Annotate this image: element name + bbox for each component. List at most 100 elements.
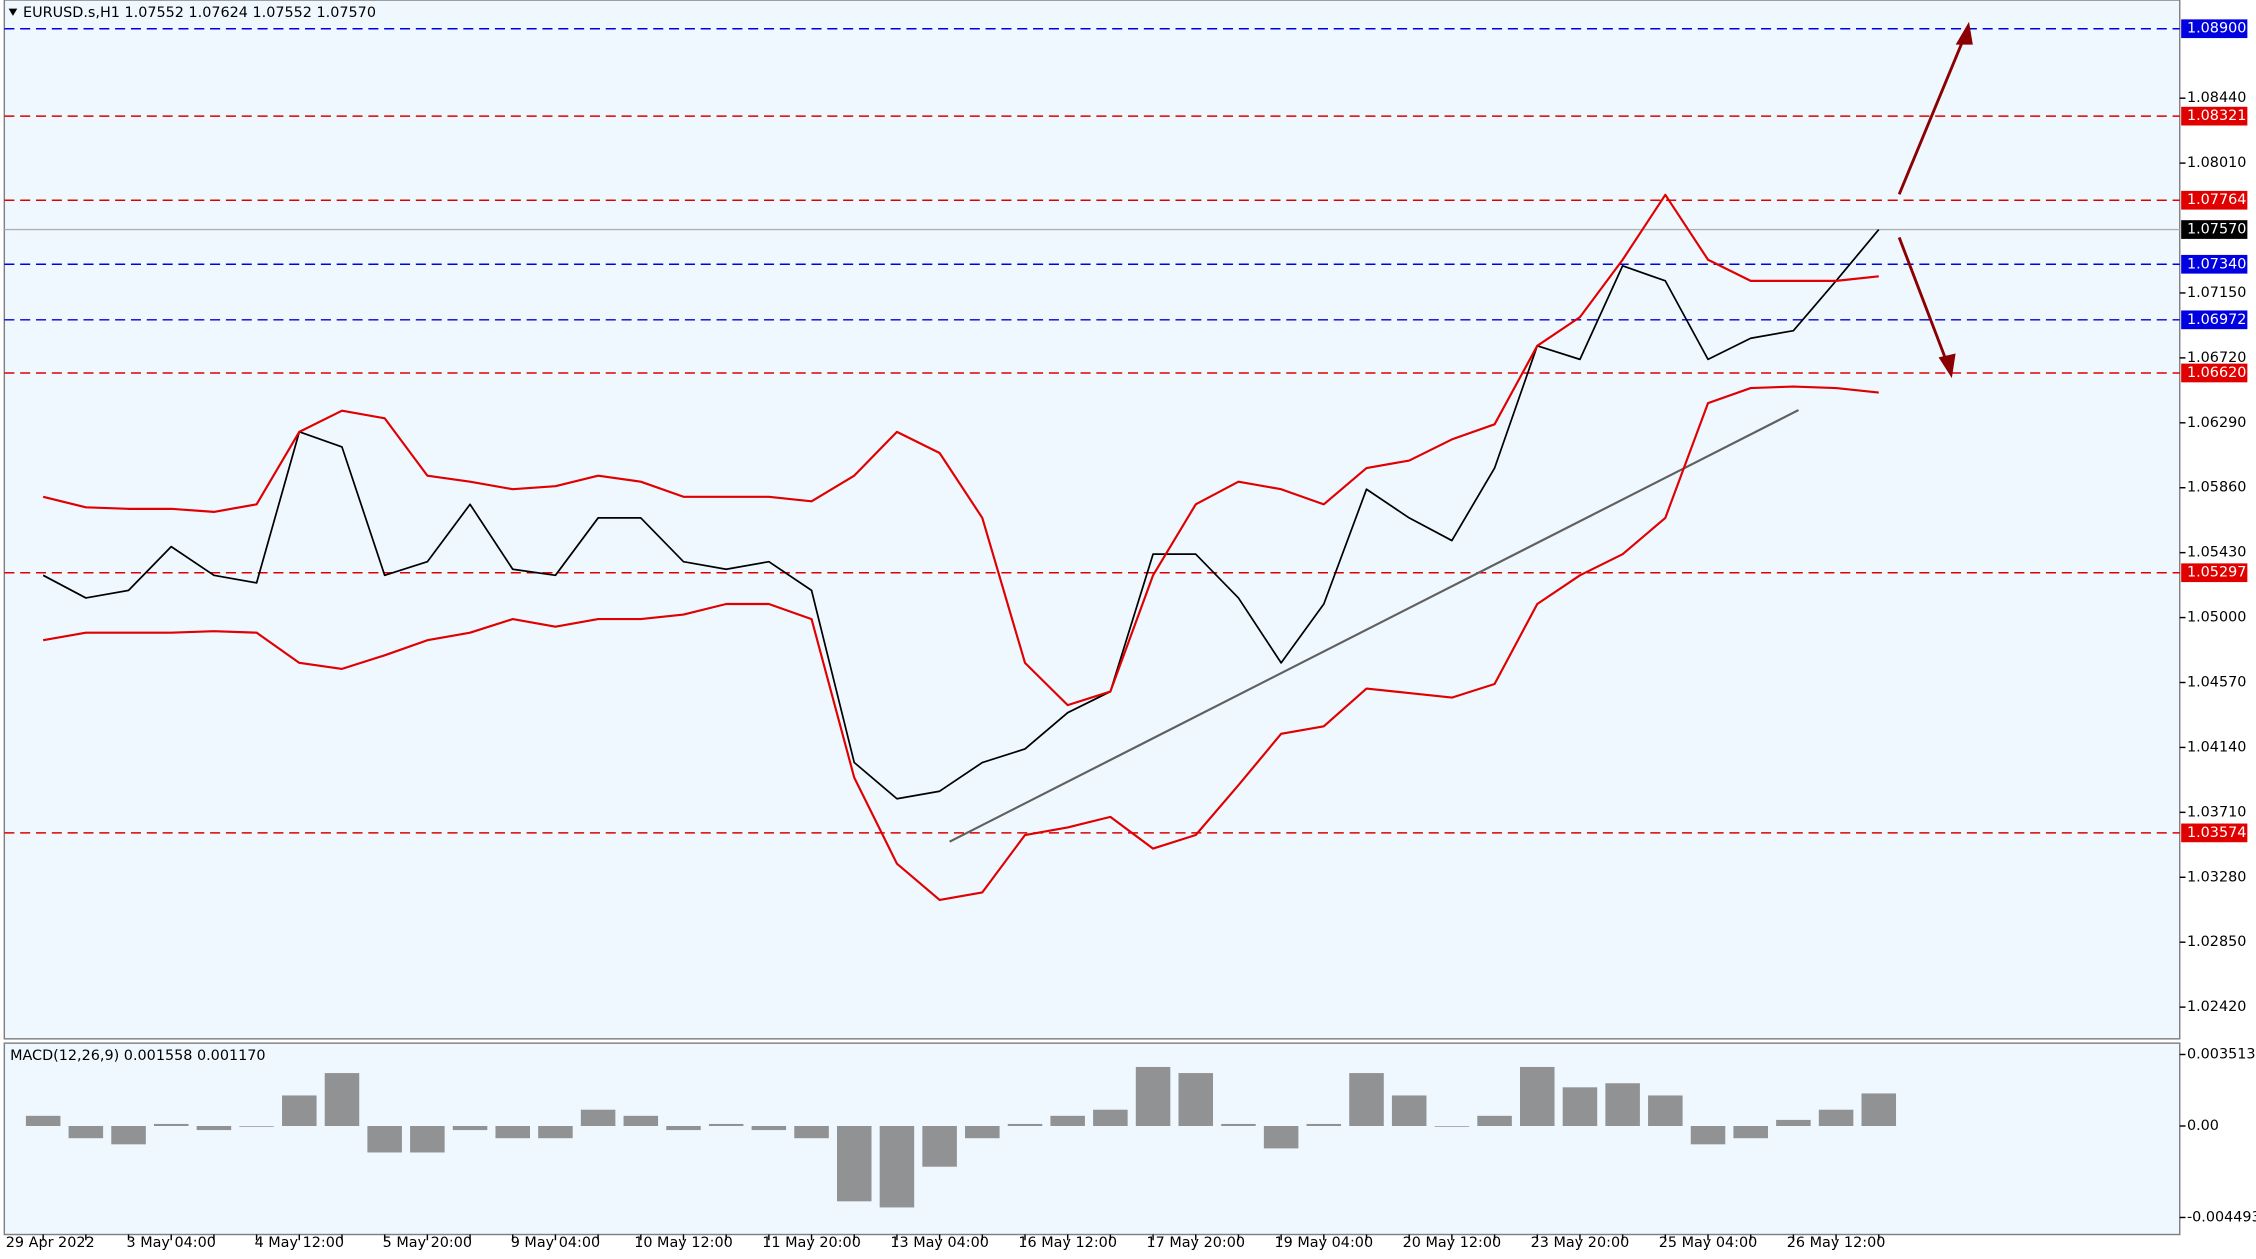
level-label-box xyxy=(2181,310,2248,330)
level-label-box xyxy=(2181,19,2248,39)
x-tick-label: 20 May 12:00 xyxy=(1403,1235,1502,1251)
macd-bar xyxy=(1221,1123,1256,1127)
macd-bar xyxy=(538,1126,573,1139)
macd-bar xyxy=(1648,1095,1683,1127)
macd-bar xyxy=(196,1126,232,1131)
macd-bar xyxy=(1050,1115,1085,1127)
macd-y-tick-label: -0.004493 xyxy=(2187,1209,2256,1225)
macd-bar xyxy=(751,1126,787,1131)
level-label-box xyxy=(2181,254,2248,274)
level-label: 1.06972 xyxy=(2187,312,2246,328)
level-label-box xyxy=(2181,363,2248,383)
level-label: 1.06620 xyxy=(2187,365,2246,381)
level-label-box xyxy=(2181,563,2248,583)
forecast-arrows xyxy=(1897,21,1973,379)
x-tick-label: 13 May 04:00 xyxy=(890,1235,989,1251)
macd-bar xyxy=(1562,1087,1598,1127)
x-tick-label: 16 May 12:00 xyxy=(1018,1235,1117,1251)
x-tick-label: 26 May 12:00 xyxy=(1787,1235,1886,1251)
macd-bar xyxy=(1349,1073,1384,1127)
y-tick-label: 1.08440 xyxy=(2187,90,2246,106)
macd-bar xyxy=(1093,1109,1128,1127)
level-label-box xyxy=(2181,220,2248,239)
menu-triangle xyxy=(8,8,18,16)
macd-bar xyxy=(1007,1123,1043,1127)
x-tick-label: 11 May 20:00 xyxy=(762,1235,861,1251)
macd-bar xyxy=(1605,1083,1640,1127)
macd-bar xyxy=(1263,1126,1299,1149)
arrow-down-head xyxy=(1938,353,1956,379)
price-line xyxy=(42,228,1880,800)
level-label-box xyxy=(2181,190,2248,210)
price-panel xyxy=(3,0,2181,1040)
macd-bar xyxy=(1519,1066,1555,1127)
x-tick-label: 17 May 20:00 xyxy=(1146,1235,1245,1251)
level-label: 1.03574 xyxy=(2187,825,2246,841)
y-tick-label: 1.04140 xyxy=(2187,739,2246,755)
level-label: 1.08900 xyxy=(2187,21,2246,37)
macd-bar xyxy=(111,1126,146,1145)
level-label: 1.07570 xyxy=(2187,222,2246,238)
macd-bar xyxy=(1434,1126,1470,1127)
x-tick-label: 25 May 04:00 xyxy=(1659,1235,1758,1251)
chart-header: EURUSD.s,H1 1.07552 1.07624 1.07552 1.07… xyxy=(23,5,376,21)
macd-y-tick-label: 0.00 xyxy=(2187,1118,2219,1134)
bollinger-band xyxy=(42,385,1879,901)
trend-line xyxy=(949,409,1799,843)
level-label: 1.08321 xyxy=(2187,108,2246,124)
y-tick-label: 1.05860 xyxy=(2187,480,2246,496)
level-label: 1.05297 xyxy=(2187,565,2246,581)
x-tick-label: 4 May 12:00 xyxy=(255,1235,344,1251)
macd-bar xyxy=(666,1126,701,1131)
macd-bar xyxy=(836,1126,872,1202)
arrow-up-head xyxy=(1955,21,1973,45)
x-tick-label: 19 May 04:00 xyxy=(1275,1235,1374,1251)
level-label: 1.07340 xyxy=(2187,256,2246,272)
macd-bar xyxy=(965,1126,1000,1139)
y-tick-label: 1.02420 xyxy=(2187,999,2246,1015)
y-tick-label: 1.05000 xyxy=(2187,610,2246,626)
x-tick-label: 9 May 04:00 xyxy=(511,1235,600,1251)
macd-bar xyxy=(68,1126,104,1139)
macd-bar xyxy=(239,1126,274,1127)
macd-bar xyxy=(410,1126,445,1153)
level-label-box xyxy=(2181,823,2248,843)
macd-bar xyxy=(495,1126,531,1139)
y-tick-label: 1.06290 xyxy=(2187,415,2246,431)
x-tick-label: 3 May 04:00 xyxy=(127,1235,216,1251)
macd-bar xyxy=(623,1115,659,1127)
y-tick-label: 1.03280 xyxy=(2187,869,2246,885)
macd-bar xyxy=(794,1126,829,1139)
macd-panel xyxy=(3,1042,2181,1236)
macd-bar xyxy=(1135,1066,1171,1127)
x-tick-label: 5 May 20:00 xyxy=(383,1235,472,1251)
macd-bar xyxy=(1306,1123,1342,1127)
y-tick-label: 1.07150 xyxy=(2187,285,2246,301)
y-tick-label: 1.05430 xyxy=(2187,545,2246,561)
macd-bar xyxy=(1391,1095,1427,1127)
bollinger-band xyxy=(42,193,1879,707)
x-tick-label: 10 May 12:00 xyxy=(634,1235,733,1251)
y-tick-label: 1.03710 xyxy=(2187,804,2246,820)
arrow-down xyxy=(1897,236,1950,366)
macd-bar xyxy=(580,1109,616,1127)
macd-bar xyxy=(1818,1109,1854,1127)
macd-bar xyxy=(282,1095,317,1127)
y-tick-label: 1.04570 xyxy=(2187,675,2246,691)
macd-bar xyxy=(25,1115,61,1127)
macd-bar xyxy=(452,1126,488,1131)
macd-bar xyxy=(367,1126,402,1153)
y-tick-label: 1.08010 xyxy=(2187,155,2246,171)
macd-bar xyxy=(1178,1073,1214,1127)
y-tick-label: 1.02850 xyxy=(2187,934,2246,950)
arrow-up xyxy=(1897,34,1967,195)
y-tick-label: 1.06720 xyxy=(2187,350,2246,366)
x-tick-label: 23 May 20:00 xyxy=(1531,1235,1630,1251)
level-label-box xyxy=(2181,106,2248,126)
macd-bar xyxy=(1776,1119,1811,1127)
macd-bar xyxy=(1733,1126,1768,1139)
macd-bar xyxy=(153,1123,189,1127)
macd-bar xyxy=(1690,1126,1726,1145)
